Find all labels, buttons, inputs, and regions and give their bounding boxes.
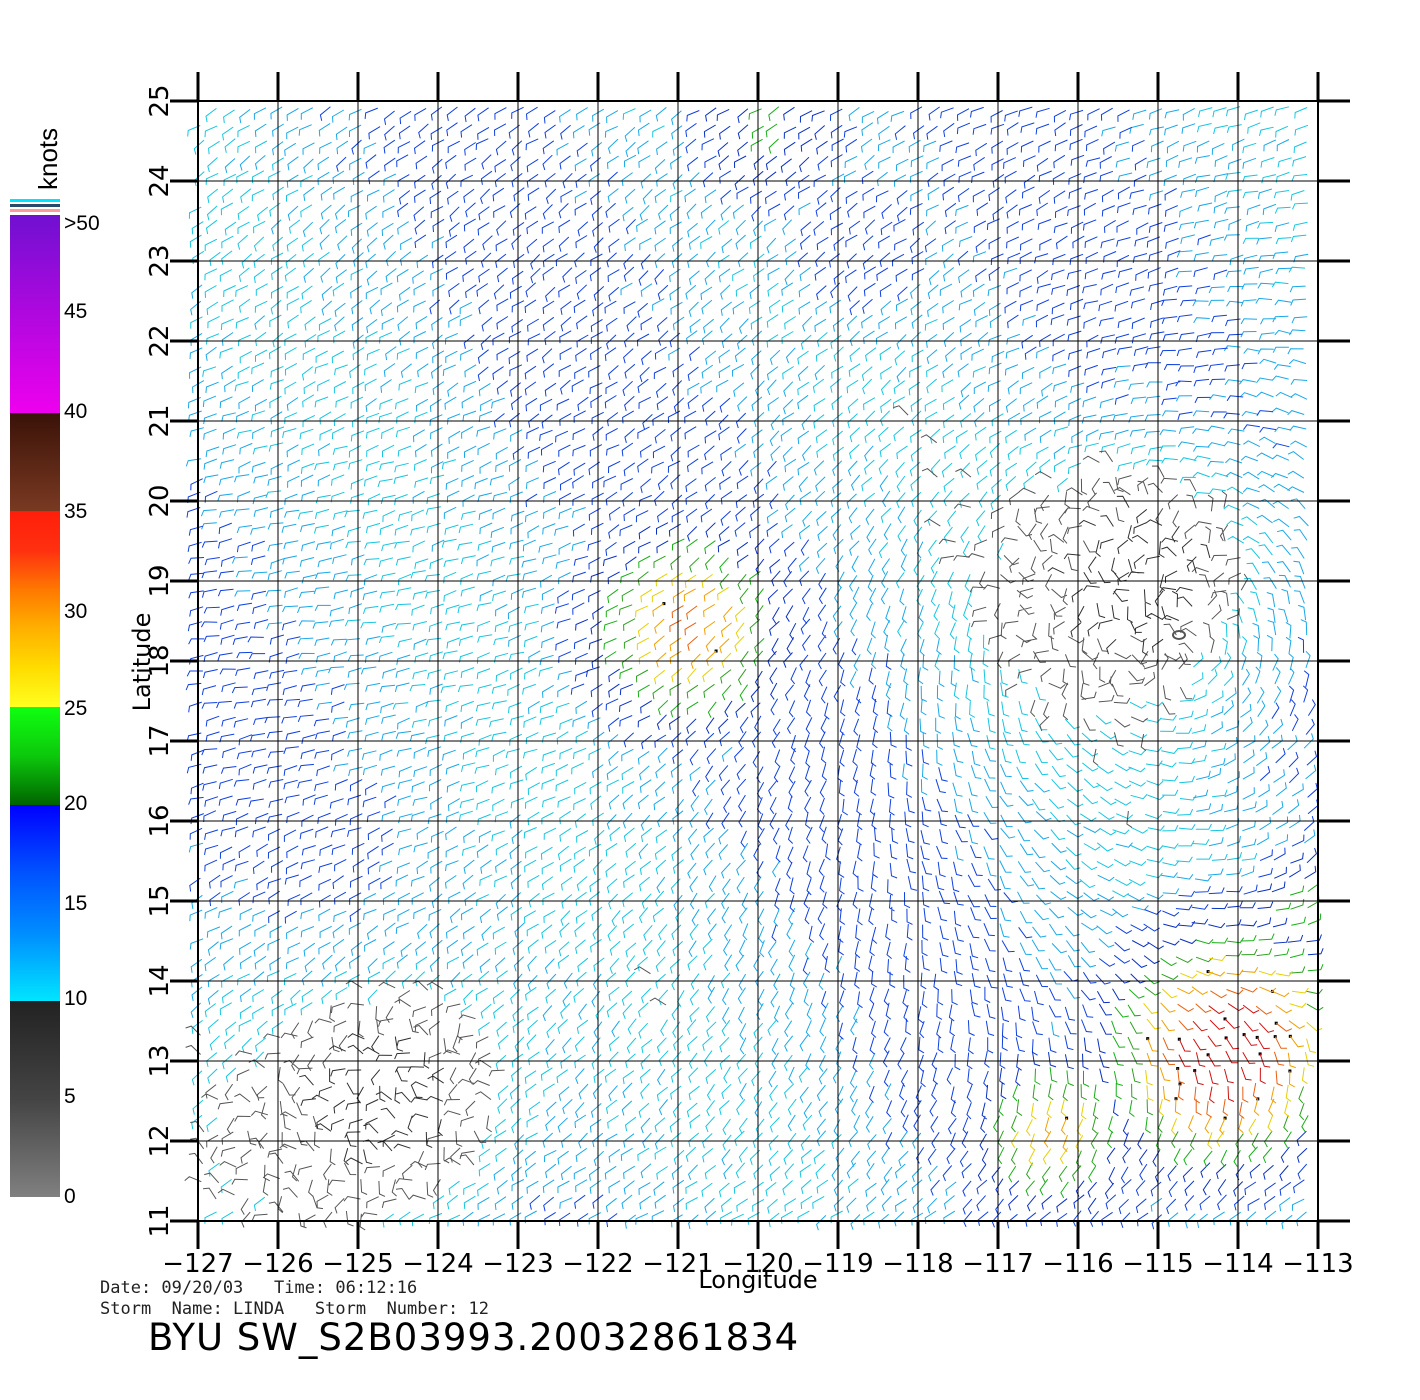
latitude-tick-label: 14 xyxy=(145,964,175,997)
wind-barb-group xyxy=(603,106,1324,1199)
legend-tick-label: 25 xyxy=(64,697,88,720)
latitude-tick-label: 24 xyxy=(145,164,175,197)
longitude-tick-label: −117 xyxy=(962,1249,1033,1279)
storm-center-marker xyxy=(1172,630,1186,640)
legend-segment-15-20 xyxy=(10,707,60,805)
latitude-tick-label: 11 xyxy=(145,1204,175,1237)
latitude-tick-label: 16 xyxy=(145,804,175,837)
legend-tick-label: 10 xyxy=(64,987,88,1010)
latitude-tick-label: 13 xyxy=(145,1044,175,1077)
legend-tick-label: 45 xyxy=(64,300,88,323)
longitude-tick-label: −120 xyxy=(722,1249,793,1279)
legend-segment-45-50 xyxy=(10,215,60,413)
wind-barb-group xyxy=(669,605,1293,1119)
longitude-tick-label: −115 xyxy=(1122,1249,1193,1279)
legend-tick-label: 5 xyxy=(64,1085,76,1108)
longitude-tick-label: −118 xyxy=(882,1249,953,1279)
latitude-tick-label: 15 xyxy=(145,884,175,917)
wind-barb-group xyxy=(635,572,1323,1166)
legend-tick-label: 30 xyxy=(64,600,88,623)
legend-tick-label: 0 xyxy=(64,1185,76,1208)
latitude-tick-label: 21 xyxy=(145,404,175,437)
longitude-tick-labels: −127 −126 −125 −124 −123 −122 −121 −120 −119 −118… xyxy=(162,1249,1353,1279)
legend-cap-line xyxy=(10,204,60,207)
wind-barb-group xyxy=(187,106,1309,1228)
map-frame xyxy=(197,100,1319,1222)
date-time-line: Date: 09/20/03 Time: 06:12:16 xyxy=(100,1278,418,1298)
latitude-tick-label: 17 xyxy=(145,724,175,757)
longitude-tick-label: −125 xyxy=(322,1249,393,1279)
longitude-tick-label: −123 xyxy=(482,1249,553,1279)
wind-barb-group xyxy=(185,106,1319,1230)
wind-barb-group xyxy=(652,588,1306,1153)
longitude-tick-label: −116 xyxy=(1042,1249,1113,1279)
latitude-tick-label: 19 xyxy=(145,564,175,597)
latitude-tick-label: 18 xyxy=(145,644,175,677)
latitude-tick-label: 22 xyxy=(145,324,175,357)
longitude-tick-label: −114 xyxy=(1202,1249,1273,1279)
latitude-tick-label: 23 xyxy=(145,244,175,277)
legend-tick-label: 20 xyxy=(64,792,88,815)
longitude-tick-label: −113 xyxy=(1282,1249,1353,1279)
legend-tick-label: >50 xyxy=(64,212,100,235)
file-title: BYU SW_S2B03993.20032861834 xyxy=(148,1316,800,1359)
legend-segment-0-5 xyxy=(10,1001,60,1197)
longitude-tick-label: −122 xyxy=(562,1249,633,1279)
legend-tick-label: 40 xyxy=(64,400,88,423)
legend-unit-label: knots xyxy=(33,127,63,190)
wind-barb-group xyxy=(1178,1002,1275,1104)
rain-flag-marker xyxy=(1274,1021,1278,1025)
latitude-tick-label: 12 xyxy=(145,1124,175,1157)
longitude-tick-label: −127 xyxy=(162,1249,233,1279)
legend-segment-5-15 xyxy=(10,805,60,1001)
latitude-tick-label: 25 xyxy=(145,84,175,117)
color-scale-bar xyxy=(10,215,60,1197)
longitude-tick-label: −124 xyxy=(402,1249,473,1279)
legend-cap-line xyxy=(10,209,60,212)
longitude-tick-label: −126 xyxy=(242,1249,313,1279)
wind-barb-group xyxy=(575,106,1324,1215)
wind-barb-group xyxy=(299,495,1211,1166)
y-axis-label: Latitude xyxy=(128,613,156,712)
legend-tick-label: 15 xyxy=(64,892,88,915)
x-axis-label: Longitude xyxy=(698,1266,817,1294)
storm-name-line: Storm Name: LINDA Storm Number: 12 xyxy=(100,1299,489,1319)
longitude-tick-label: −121 xyxy=(642,1249,713,1279)
latitude-tick-label: 20 xyxy=(145,484,175,517)
legend-tick-label: 35 xyxy=(64,500,88,523)
legend-cap-line xyxy=(10,199,60,202)
latitude-tick-labels: 11 12 13 14 15 16 17 18 19 20 21 22 23 24 25 xyxy=(145,84,175,1237)
map-grid xyxy=(170,72,1350,1249)
longitude-tick-label: −119 xyxy=(802,1249,873,1279)
wind-barb-group xyxy=(184,405,1249,1231)
legend-segment-20-35 xyxy=(10,511,60,707)
wind-barb-field xyxy=(184,106,1324,1231)
